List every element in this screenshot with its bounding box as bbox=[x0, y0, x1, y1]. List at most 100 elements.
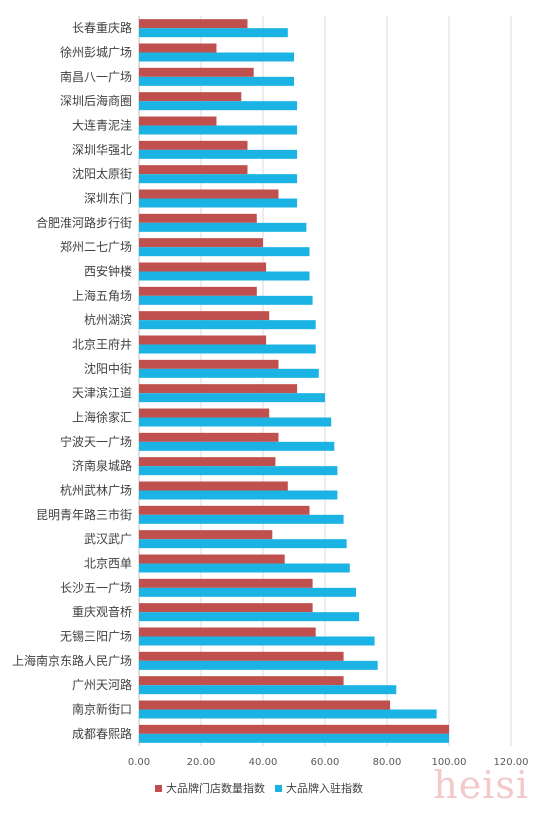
y-tick-label: 无锡三阳广场 bbox=[60, 629, 132, 644]
y-tick-label: 沈阳太原街 bbox=[72, 166, 132, 181]
bar-series-2 bbox=[139, 441, 335, 451]
bar-series-1 bbox=[139, 651, 344, 661]
bar-series-1 bbox=[139, 213, 257, 223]
y-tick-label: 重庆观音桥 bbox=[72, 604, 132, 619]
y-tick-label: 天津滨江道 bbox=[72, 385, 132, 400]
bar-series-2 bbox=[139, 271, 310, 281]
bar-series-1 bbox=[139, 67, 254, 77]
legend-swatch bbox=[275, 785, 282, 792]
bar-series-1 bbox=[139, 627, 316, 637]
bar-series-2 bbox=[139, 709, 437, 719]
bar-series-1 bbox=[139, 189, 279, 199]
y-tick-label: 徐州彭城广场 bbox=[60, 45, 132, 60]
bar-series-2 bbox=[139, 198, 298, 208]
bar-series-2 bbox=[139, 101, 298, 111]
y-tick-label: 长春重庆路 bbox=[72, 20, 132, 35]
bar-series-2 bbox=[139, 393, 325, 403]
bar-series-1 bbox=[139, 165, 248, 175]
bar-series-2 bbox=[139, 490, 338, 500]
bar-series-2 bbox=[139, 174, 298, 184]
bar-series-1 bbox=[139, 724, 449, 734]
y-tick-label: 北京西单 bbox=[84, 557, 132, 571]
y-tick-label: 杭州武林广场 bbox=[60, 483, 132, 498]
bar-series-2 bbox=[139, 247, 310, 257]
bar-series-1 bbox=[139, 140, 248, 150]
legend-label: 大品牌入驻指数 bbox=[286, 781, 363, 795]
bar-series-2 bbox=[139, 514, 344, 524]
bar-series-2 bbox=[139, 612, 360, 622]
bar-series-2 bbox=[139, 685, 397, 695]
y-tick-label: 南昌八一广场 bbox=[60, 69, 132, 84]
y-tick-label: 合肥淮河路步行街 bbox=[36, 215, 132, 230]
bar-series-2 bbox=[139, 587, 356, 597]
y-tick-label: 上海南京东路人民广场 bbox=[12, 653, 132, 668]
bar-series-1 bbox=[139, 43, 217, 53]
bar-series-1 bbox=[139, 700, 391, 710]
y-tick-label: 深圳华强北 bbox=[72, 143, 132, 157]
y-tick-label: 北京王府井 bbox=[72, 337, 132, 352]
bar-series-1 bbox=[139, 457, 276, 467]
x-tick-label: 0.00 bbox=[128, 757, 150, 768]
x-tick-label: 20.00 bbox=[187, 757, 216, 768]
bar-series-1 bbox=[139, 578, 313, 588]
bar-series-1 bbox=[139, 19, 248, 29]
y-tick-label: 深圳东门 bbox=[84, 191, 132, 206]
y-tick-label: 昆明青年路三市街 bbox=[36, 507, 132, 522]
bar-series-1 bbox=[139, 359, 279, 369]
bar-series-2 bbox=[139, 76, 294, 86]
y-tick-label: 西安钟楼 bbox=[84, 264, 132, 279]
bar-series-1 bbox=[139, 676, 344, 686]
bar-series-1 bbox=[139, 311, 270, 321]
legend-label: 大品牌门店数量指数 bbox=[166, 781, 265, 795]
y-tick-label: 沈阳中街 bbox=[84, 361, 132, 376]
bar-series-1 bbox=[139, 505, 310, 515]
legend-swatch bbox=[155, 785, 162, 792]
x-tick-label: 100.00 bbox=[432, 757, 467, 768]
bar-series-1 bbox=[139, 262, 267, 272]
bar-series-2 bbox=[139, 222, 307, 232]
bar-series-2 bbox=[139, 52, 294, 62]
bar-series-1 bbox=[139, 603, 313, 613]
x-tick-label: 60.00 bbox=[311, 757, 340, 768]
y-tick-label: 长沙五一广场 bbox=[60, 581, 132, 595]
y-tick-label: 上海五角场 bbox=[72, 288, 132, 303]
bar-series-2 bbox=[139, 417, 332, 427]
bar-series-2 bbox=[139, 368, 319, 378]
bar-series-2 bbox=[139, 320, 316, 330]
bar-series-2 bbox=[139, 149, 298, 159]
bar-series-1 bbox=[139, 530, 273, 540]
y-tick-label: 郑州二七广场 bbox=[60, 239, 132, 254]
y-tick-label: 大连青泥洼 bbox=[72, 118, 132, 133]
bar-series-2 bbox=[139, 539, 347, 549]
bar-series-2 bbox=[139, 733, 449, 743]
x-tick-label: 120.00 bbox=[494, 757, 529, 768]
y-tick-label: 广州天河路 bbox=[72, 677, 132, 692]
bar-series-2 bbox=[139, 660, 378, 670]
y-tick-label: 宁波天一广场 bbox=[60, 434, 132, 449]
bar-series-1 bbox=[139, 408, 270, 418]
bar-series-1 bbox=[139, 116, 217, 126]
bar-series-1 bbox=[139, 554, 285, 564]
bar-series-1 bbox=[139, 92, 242, 102]
bar-series-1 bbox=[139, 335, 267, 345]
bar-series-2 bbox=[139, 295, 313, 305]
y-tick-label: 武汉武广 bbox=[84, 532, 132, 546]
bar-series-1 bbox=[139, 432, 279, 442]
y-tick-label: 南京新街口 bbox=[72, 702, 132, 717]
bar-series-1 bbox=[139, 238, 263, 248]
x-tick-label: 80.00 bbox=[373, 757, 402, 768]
bar-series-2 bbox=[139, 563, 350, 573]
y-tick-label: 深圳后海商圈 bbox=[60, 93, 132, 108]
bar-series-2 bbox=[139, 28, 288, 38]
bar-series-1 bbox=[139, 286, 257, 296]
bar-series-1 bbox=[139, 384, 298, 394]
bar-series-2 bbox=[139, 344, 316, 354]
bar-series-2 bbox=[139, 125, 298, 135]
y-tick-label: 上海徐家汇 bbox=[72, 410, 132, 425]
x-tick-label: 40.00 bbox=[249, 757, 278, 768]
y-tick-label: 成都春熙路 bbox=[72, 726, 132, 741]
watermark: heisi bbox=[433, 763, 529, 807]
y-tick-label: 杭州湖滨 bbox=[84, 312, 132, 327]
